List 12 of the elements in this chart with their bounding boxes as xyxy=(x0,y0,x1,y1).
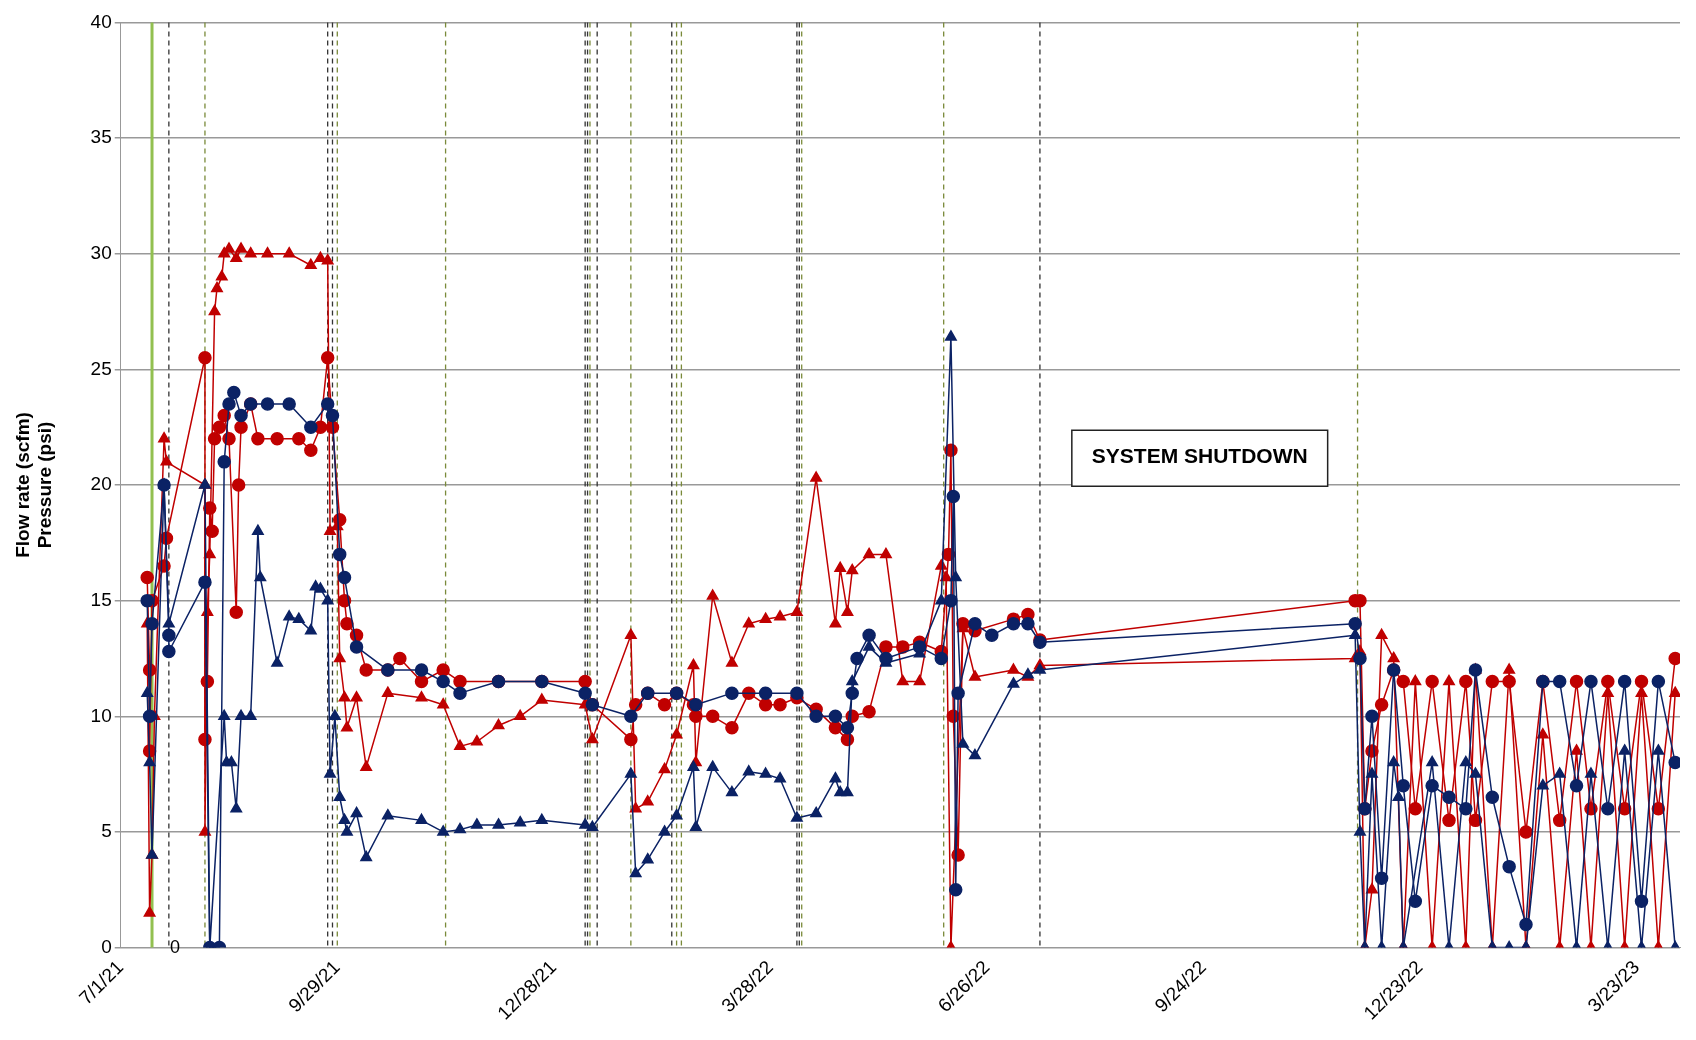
y-tick-label: 20 xyxy=(90,473,112,495)
y-tick-label: 40 xyxy=(90,10,112,32)
y-tick-label: 0 xyxy=(101,935,112,957)
annotation: 0 xyxy=(169,936,180,957)
y-tick-label: 5 xyxy=(101,820,112,842)
y-tick-label: 35 xyxy=(90,126,112,148)
y-axis-title: Flow rate (scfm) Pressure (psi) xyxy=(11,412,56,558)
y-tick-label: 25 xyxy=(90,357,112,379)
annotation: SYSTEM SHUTDOWN xyxy=(1091,444,1308,468)
y-tick-label: 15 xyxy=(90,588,112,610)
y-tick-label: 30 xyxy=(90,241,112,263)
y-tick-label: 10 xyxy=(90,704,112,726)
